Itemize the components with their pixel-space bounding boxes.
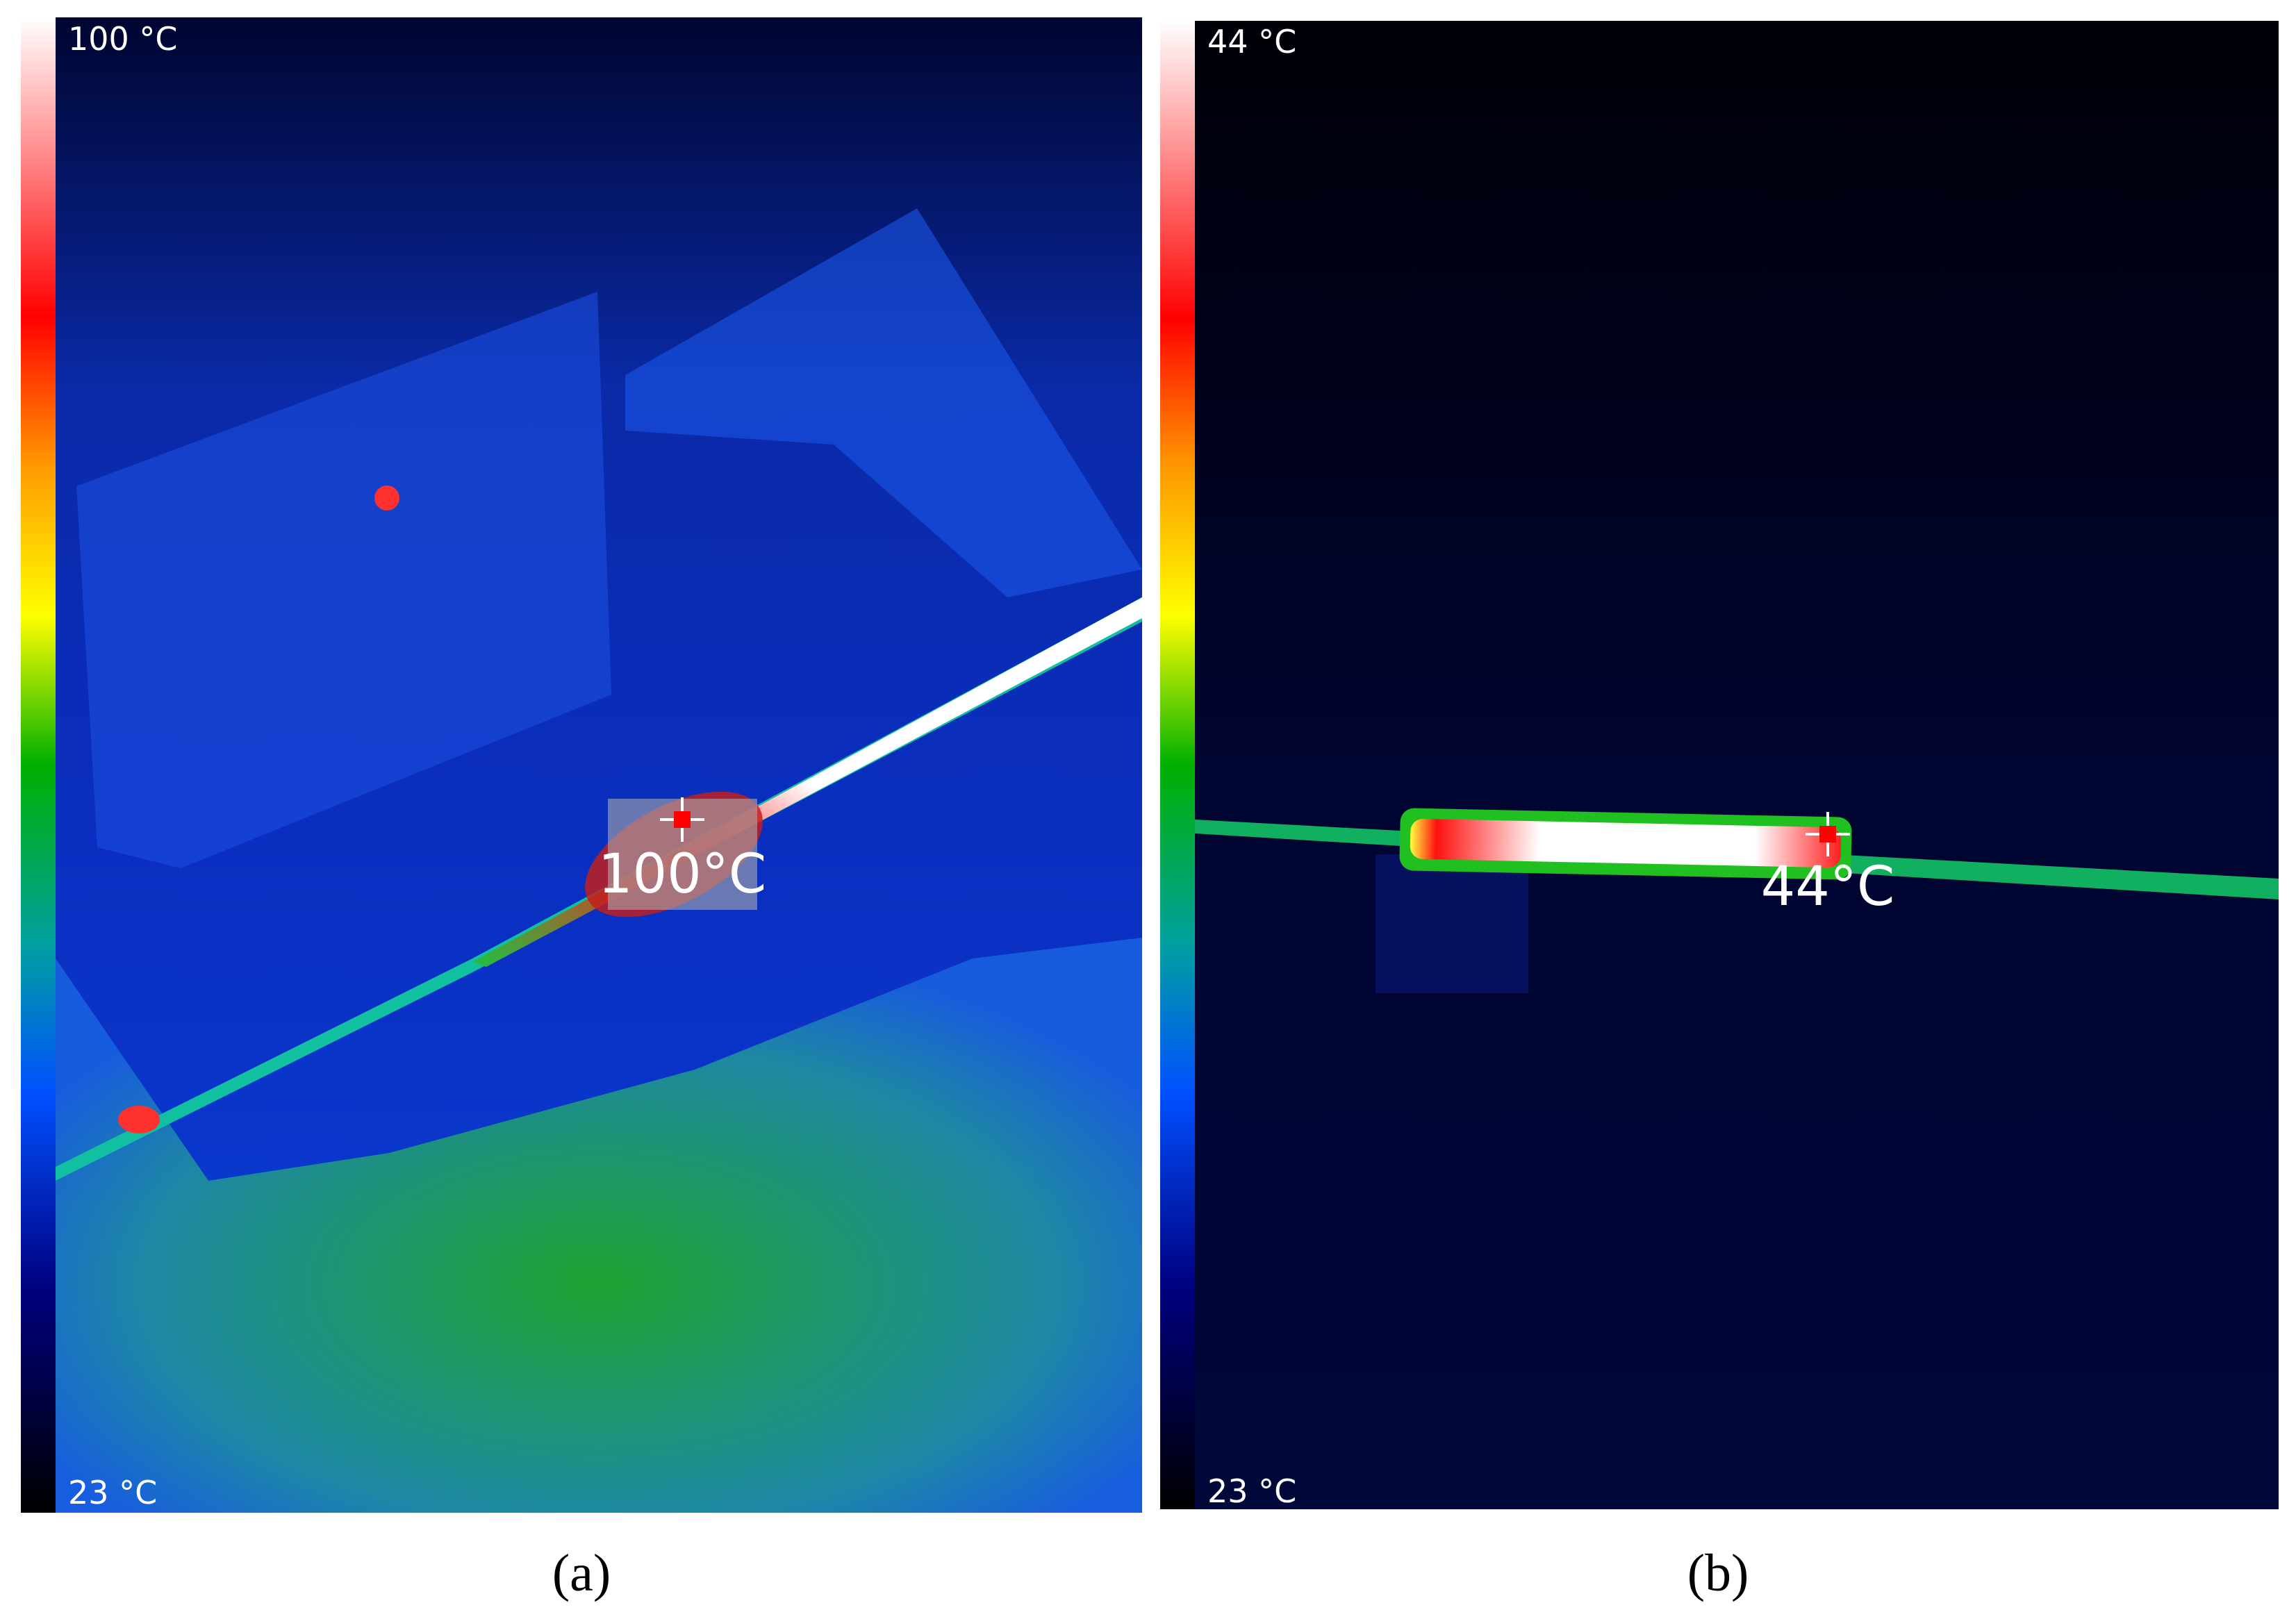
color-scale bbox=[21, 17, 56, 1513]
caption: (a) bbox=[552, 1544, 611, 1602]
crosshair-center bbox=[1819, 826, 1836, 842]
scale-min: 23 °C bbox=[1207, 1472, 1296, 1510]
panel-a: 100°C 100 °C 23 °C (a) bbox=[21, 17, 1142, 1602]
crosshair-center bbox=[674, 811, 691, 828]
fixture bbox=[1376, 854, 1528, 993]
scale-max: 100 °C bbox=[68, 20, 178, 58]
caption: (b) bbox=[1687, 1544, 1749, 1602]
hot-heater bbox=[1410, 818, 1842, 868]
hot-spot bbox=[118, 1106, 160, 1134]
panel-b: 44°C 44 °C 23 °C (b) bbox=[1160, 21, 2279, 1602]
wire bbox=[56, 597, 1142, 1181]
fixture bbox=[76, 292, 611, 868]
fixture bbox=[625, 208, 1142, 597]
color-scale bbox=[1160, 21, 1195, 1509]
hot-spot bbox=[374, 485, 399, 510]
warm-region bbox=[56, 938, 1142, 1513]
spot-temperature: 100°C bbox=[598, 843, 766, 906]
thermal-image bbox=[1195, 21, 2279, 1509]
spot-temperature: 44°C bbox=[1761, 856, 1895, 918]
scale-max: 44 °C bbox=[1207, 23, 1296, 60]
scale-min: 23 °C bbox=[68, 1474, 157, 1511]
